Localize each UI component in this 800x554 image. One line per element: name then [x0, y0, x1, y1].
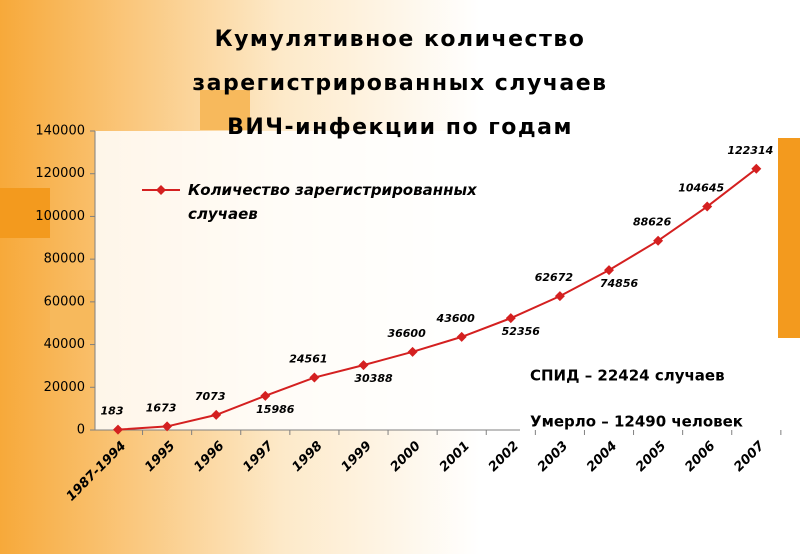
y-tick-label: 20000: [44, 380, 85, 395]
data-point: [162, 421, 173, 432]
y-tick-label: 120000: [35, 166, 85, 181]
annotation: Умерло – 12490 человек: [530, 413, 743, 431]
data-label: 1673: [146, 401, 177, 414]
data-point: [505, 313, 516, 324]
data-label: 183: [101, 405, 124, 418]
data-label: 30388: [354, 372, 393, 385]
data-point: [554, 291, 565, 302]
data-label: 36600: [387, 327, 426, 340]
deco-block: [778, 138, 800, 338]
deco-block: [200, 90, 250, 130]
legend-label: Количество зарегистрированных случаев: [188, 181, 478, 223]
data-point: [211, 409, 222, 420]
legend-marker: [156, 185, 166, 195]
deco-block: [50, 290, 95, 340]
data-label: 88626: [633, 216, 672, 229]
title-line: ВИЧ-инфекции по годам: [227, 115, 573, 140]
title-line: Кумулятивное количество: [215, 27, 586, 52]
title-line: зарегистрированных случаев: [192, 71, 607, 96]
data-point: [653, 235, 664, 246]
y-tick-label: 140000: [35, 124, 85, 139]
annotation: СПИД – 22424 случаев: [530, 367, 725, 385]
data-point: [751, 163, 762, 174]
data-label: 7073: [195, 390, 226, 403]
data-point: [358, 360, 369, 371]
y-tick-label: 80000: [44, 252, 85, 267]
data-point: [113, 424, 123, 435]
deco-block: [0, 188, 50, 238]
series-line: [117, 167, 757, 431]
data-label: 24561: [289, 353, 327, 366]
data-label: 62672: [535, 271, 574, 284]
data-point: [456, 331, 467, 342]
y-tick-label: 60000: [44, 294, 85, 309]
data-point: [702, 201, 713, 212]
data-point: [604, 265, 614, 276]
annotation-box: [520, 358, 782, 438]
data-label: 43600: [436, 312, 476, 325]
data-point: [407, 346, 418, 357]
y-tick-label: 0: [77, 423, 85, 438]
data-label: 74856: [600, 277, 639, 290]
data-label: 15986: [256, 403, 295, 416]
data-label: 122314: [727, 144, 773, 157]
data-label: 104645: [678, 182, 724, 195]
data-point: [260, 390, 271, 401]
y-tick-label: 40000: [44, 337, 85, 352]
data-point: [309, 372, 320, 383]
data-label: 52356: [502, 325, 541, 338]
y-tick-label: 100000: [35, 209, 85, 224]
